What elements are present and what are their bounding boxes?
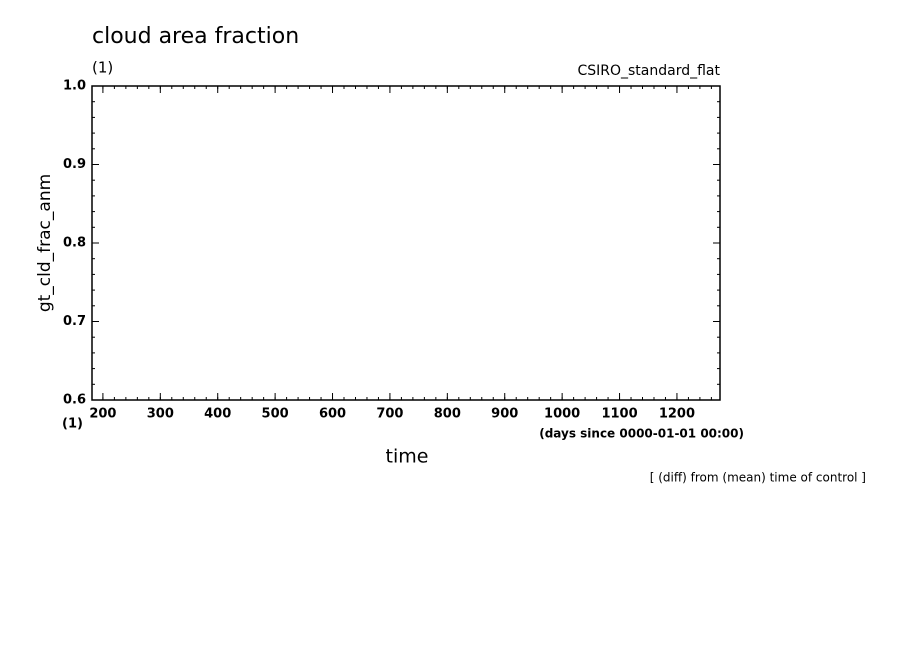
annotation: [ (diff) from (mean) time of control ] — [650, 471, 866, 485]
x-tick-label: 1000 — [544, 407, 580, 422]
x-tick-label: 800 — [434, 407, 461, 422]
x-units-short: (1) — [62, 417, 83, 432]
x-axis-label: time — [386, 446, 429, 468]
chart-title: cloud area fraction — [92, 24, 299, 49]
x-tick-label: 500 — [262, 407, 289, 422]
x-tick-label: 1200 — [659, 407, 695, 422]
x-tick-label: 400 — [204, 407, 231, 422]
y-tick-label: 0.7 — [63, 314, 86, 329]
y-tick-label: 0.9 — [63, 157, 86, 172]
y-tick-label: 0.6 — [63, 393, 86, 408]
y-axis-label: gt_cld_frac_anm — [35, 174, 55, 312]
x-tick-label: 600 — [319, 407, 346, 422]
x-tick-label: 200 — [89, 407, 116, 422]
y-tick-label: 1.0 — [63, 79, 86, 94]
x-units: (days since 0000-01-01 00:00) — [539, 427, 744, 441]
x-tick-label: 700 — [376, 407, 403, 422]
plot-frame — [91, 85, 721, 401]
x-tick-label: 1100 — [601, 407, 637, 422]
y-tick-label: 0.8 — [63, 236, 86, 251]
x-tick-label: 300 — [147, 407, 174, 422]
x-tick-label: 900 — [491, 407, 518, 422]
y-units: (1) — [92, 59, 113, 77]
subtitle: CSIRO_standard_flat — [577, 63, 720, 79]
